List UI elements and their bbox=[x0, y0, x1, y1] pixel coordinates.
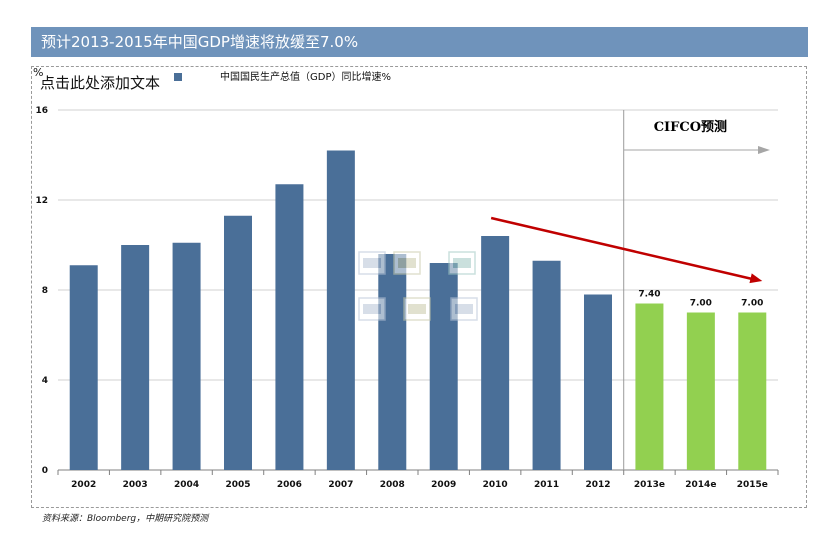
page-title: 预计2013-2015年中国GDP增速将放缓至7.0% bbox=[31, 27, 808, 57]
add-text-placeholder[interactable]: 点击此处添加文本 bbox=[40, 74, 161, 92]
bar-2015e bbox=[738, 312, 767, 470]
insert-smartart-icon-glyph bbox=[453, 258, 471, 268]
legend-swatch bbox=[174, 73, 182, 81]
insert-media-icon-glyph bbox=[455, 304, 473, 314]
y-tick-label: 12 bbox=[35, 196, 48, 206]
x-tick-label: 2005 bbox=[225, 480, 250, 490]
insert-content-icons[interactable] bbox=[358, 251, 478, 321]
x-tick-label: 2011 bbox=[534, 480, 559, 490]
bar-2011 bbox=[532, 260, 561, 470]
x-tick-label: 2008 bbox=[380, 480, 405, 490]
forecast-annotation: CIFCO预测 bbox=[654, 119, 727, 135]
chart-placeholder-frame[interactable] bbox=[31, 66, 807, 508]
x-tick-label: 2004 bbox=[174, 480, 199, 490]
chart-legend: 中国国民生产总值（GDP）同比增速% bbox=[174, 68, 391, 83]
bar-2007 bbox=[326, 150, 355, 470]
x-tick-label: 2002 bbox=[71, 480, 96, 490]
bar-2013e bbox=[635, 303, 664, 470]
data-label: 7.00 bbox=[690, 299, 712, 309]
bar-2005 bbox=[224, 215, 252, 470]
bar-2002 bbox=[69, 265, 98, 470]
legend-label: 中国国民生产总值（GDP）同比增速% bbox=[220, 72, 391, 83]
bar-2009 bbox=[429, 263, 458, 470]
source-note: 资料来源：Bloomberg，中期研究院预测 bbox=[42, 514, 209, 524]
insert-picture-icon-glyph bbox=[363, 304, 381, 314]
data-label: 7.40 bbox=[638, 290, 660, 300]
x-tick-label: 2012 bbox=[585, 480, 610, 490]
bar-2003 bbox=[121, 245, 150, 470]
x-tick-label: 2006 bbox=[277, 480, 302, 490]
x-tick-label: 2015e bbox=[737, 480, 768, 490]
x-tick-label: 2013e bbox=[634, 480, 665, 490]
forecast-arrow-head bbox=[758, 146, 770, 154]
insert-chart-icon-glyph bbox=[398, 258, 416, 268]
x-tick-label: 2009 bbox=[431, 480, 456, 490]
data-label: 7.00 bbox=[741, 299, 763, 309]
trend-arrow-head bbox=[749, 273, 763, 284]
y-tick-label: 0 bbox=[42, 466, 48, 476]
insert-clipart-icon-glyph bbox=[408, 304, 426, 314]
x-tick-label: 2007 bbox=[328, 480, 353, 490]
bar-2004 bbox=[172, 242, 201, 470]
x-tick-label: 2014e bbox=[685, 480, 716, 490]
y-axis-unit: % bbox=[33, 66, 44, 79]
bar-2014e bbox=[686, 312, 715, 470]
bar-2006 bbox=[275, 184, 304, 470]
x-tick-label: 2003 bbox=[123, 480, 148, 490]
y-tick-label: 8 bbox=[42, 286, 48, 296]
trend-arrow-line bbox=[490, 216, 753, 281]
y-tick-label: 4 bbox=[42, 376, 48, 386]
bar-2008 bbox=[378, 254, 407, 470]
bar-2010 bbox=[481, 236, 510, 470]
x-tick-label: 2010 bbox=[483, 480, 508, 490]
bar-2012 bbox=[584, 294, 612, 470]
y-tick-label: 16 bbox=[35, 106, 48, 116]
insert-table-icon-glyph bbox=[363, 258, 381, 268]
